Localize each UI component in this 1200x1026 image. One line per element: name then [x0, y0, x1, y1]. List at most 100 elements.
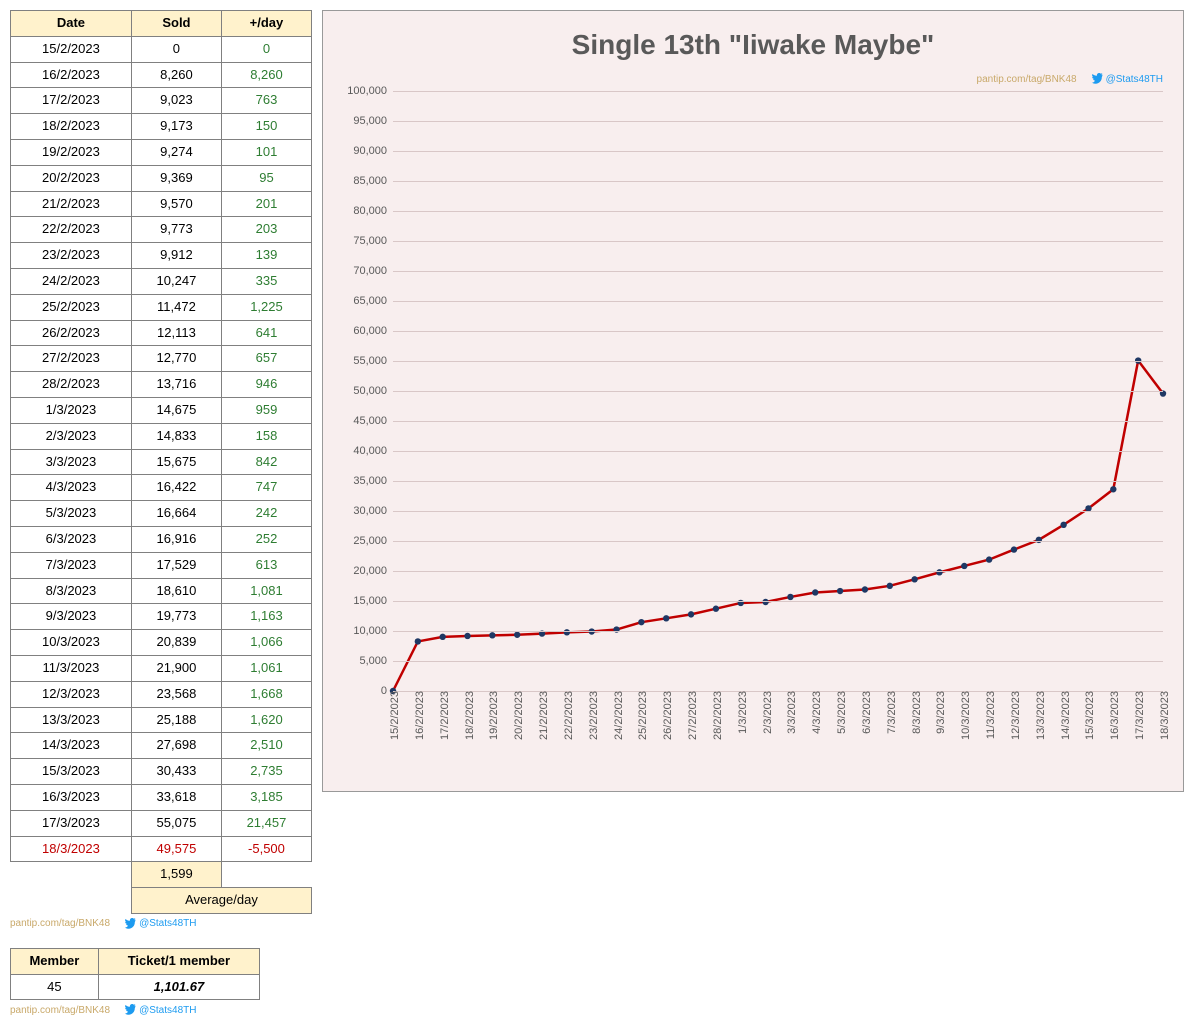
x-tick-label: 1/3/2023	[733, 691, 749, 734]
y-tick-label: 40,000	[353, 445, 393, 457]
data-point	[439, 634, 445, 640]
table-row: 6/3/202316,916252	[11, 526, 312, 552]
table-row: 14/3/202327,6982,510	[11, 733, 312, 759]
y-tick-label: 50,000	[353, 385, 393, 397]
data-point	[464, 633, 470, 639]
table-row: 21/2/20239,570201	[11, 191, 312, 217]
x-tick-label: 17/2/2023	[435, 691, 451, 740]
data-point	[762, 599, 768, 605]
x-tick-label: 25/2/2023	[633, 691, 649, 740]
table-row: 19/2/20239,274101	[11, 139, 312, 165]
member-value: 45	[11, 974, 99, 1000]
table-row: 12/3/202323,5681,668	[11, 681, 312, 707]
table-row: 20/2/20239,36995	[11, 165, 312, 191]
x-tick-label: 16/2/2023	[410, 691, 426, 740]
chart-title: Single 13th "Iiwake Maybe"	[323, 29, 1183, 61]
x-tick-label: 5/3/2023	[832, 691, 848, 734]
table-row: 16/2/20238,2608,260	[11, 62, 312, 88]
x-tick-label: 6/3/2023	[857, 691, 873, 734]
y-tick-label: 65,000	[353, 295, 393, 307]
x-tick-label: 13/3/2023	[1031, 691, 1047, 740]
data-point	[415, 638, 421, 644]
y-tick-label: 30,000	[353, 505, 393, 517]
x-tick-label: 15/3/2023	[1080, 691, 1096, 740]
table-row: 26/2/202312,113641	[11, 320, 312, 346]
data-point	[887, 583, 893, 589]
table-row: 9/3/202319,7731,163	[11, 604, 312, 630]
col-delta: +/day	[221, 11, 311, 37]
table-row: 17/3/202355,07521,457	[11, 810, 312, 836]
col-date: Date	[11, 11, 132, 37]
data-point	[638, 619, 644, 625]
twitter-link-3[interactable]: @Stats48TH	[1091, 73, 1163, 85]
y-tick-label: 90,000	[353, 145, 393, 157]
twitter-link[interactable]: @Stats48TH	[124, 918, 196, 930]
data-point	[1060, 522, 1066, 528]
table-row: 27/2/202312,770657	[11, 346, 312, 372]
data-point	[489, 632, 495, 638]
summary-value: 1,599	[131, 862, 221, 888]
data-point	[1036, 537, 1042, 543]
member-table: Member Ticket/1 member 45 1,101.67	[10, 948, 260, 1001]
chart: Single 13th "Iiwake Maybe" pantip.com/ta…	[322, 10, 1184, 792]
table-row: 8/3/202318,6101,081	[11, 578, 312, 604]
y-tick-label: 70,000	[353, 265, 393, 277]
x-tick-label: 21/2/2023	[534, 691, 550, 740]
x-tick-label: 26/2/2023	[658, 691, 674, 740]
table-row: 22/2/20239,773203	[11, 217, 312, 243]
pantip-link-3[interactable]: pantip.com/tag/BNK48	[977, 74, 1077, 85]
x-tick-label: 9/3/2023	[931, 691, 947, 734]
data-point	[812, 589, 818, 595]
y-tick-label: 45,000	[353, 415, 393, 427]
x-tick-label: 3/3/2023	[782, 691, 798, 734]
data-point	[688, 611, 694, 617]
data-point	[961, 563, 967, 569]
twitter-icon	[124, 1004, 136, 1016]
table-row: 28/2/202313,716946	[11, 372, 312, 398]
x-tick-label: 23/2/2023	[584, 691, 600, 740]
x-tick-label: 11/3/2023	[981, 691, 997, 739]
chart-credits: pantip.com/tag/BNK48 @Stats48TH	[977, 73, 1163, 85]
x-tick-label: 4/3/2023	[807, 691, 823, 734]
pantip-link-2[interactable]: pantip.com/tag/BNK48	[10, 1005, 110, 1016]
x-tick-label: 15/2/2023	[385, 691, 401, 740]
credits-2: pantip.com/tag/BNK48 @Stats48TH	[10, 1004, 312, 1016]
table-row: 3/3/202315,675842	[11, 449, 312, 475]
ticket-value: 1,101.67	[98, 974, 259, 1000]
sales-table: Date Sold +/day 15/2/20230016/2/20238,26…	[10, 10, 312, 914]
pantip-link[interactable]: pantip.com/tag/BNK48	[10, 918, 110, 929]
x-tick-label: 8/3/2023	[907, 691, 923, 734]
y-tick-label: 5,000	[359, 655, 393, 667]
x-tick-label: 18/2/2023	[460, 691, 476, 740]
y-tick-label: 25,000	[353, 535, 393, 547]
y-tick-label: 15,000	[353, 595, 393, 607]
twitter-icon	[1091, 73, 1103, 85]
table-row: 18/2/20239,173150	[11, 114, 312, 140]
data-point	[663, 615, 669, 621]
table-row: 23/2/20239,912139	[11, 243, 312, 269]
table-row: 25/2/202311,4721,225	[11, 294, 312, 320]
x-tick-label: 12/3/2023	[1006, 691, 1022, 740]
x-tick-label: 22/2/2023	[559, 691, 575, 740]
table-row: 5/3/202316,664242	[11, 501, 312, 527]
y-tick-label: 85,000	[353, 175, 393, 187]
plot-area: 05,00010,00015,00020,00025,00030,00035,0…	[393, 91, 1163, 691]
twitter-link-2[interactable]: @Stats48TH	[124, 1004, 196, 1016]
table-row: 17/2/20239,023763	[11, 88, 312, 114]
data-point	[787, 594, 793, 600]
col-sold: Sold	[131, 11, 221, 37]
table-row: 16/3/202333,6183,185	[11, 784, 312, 810]
x-tick-label: 17/3/2023	[1130, 691, 1146, 740]
y-tick-label: 75,000	[353, 235, 393, 247]
y-tick-label: 35,000	[353, 475, 393, 487]
table-row: 2/3/202314,833158	[11, 423, 312, 449]
twitter-icon	[124, 918, 136, 930]
y-tick-label: 20,000	[353, 565, 393, 577]
table-row: 11/3/202321,9001,061	[11, 655, 312, 681]
table-row: 15/2/202300	[11, 36, 312, 62]
data-point	[1110, 486, 1116, 492]
table-row: 7/3/202317,529613	[11, 552, 312, 578]
x-tick-label: 16/3/2023	[1105, 691, 1121, 740]
member-col: Member	[11, 948, 99, 974]
y-tick-label: 95,000	[353, 115, 393, 127]
